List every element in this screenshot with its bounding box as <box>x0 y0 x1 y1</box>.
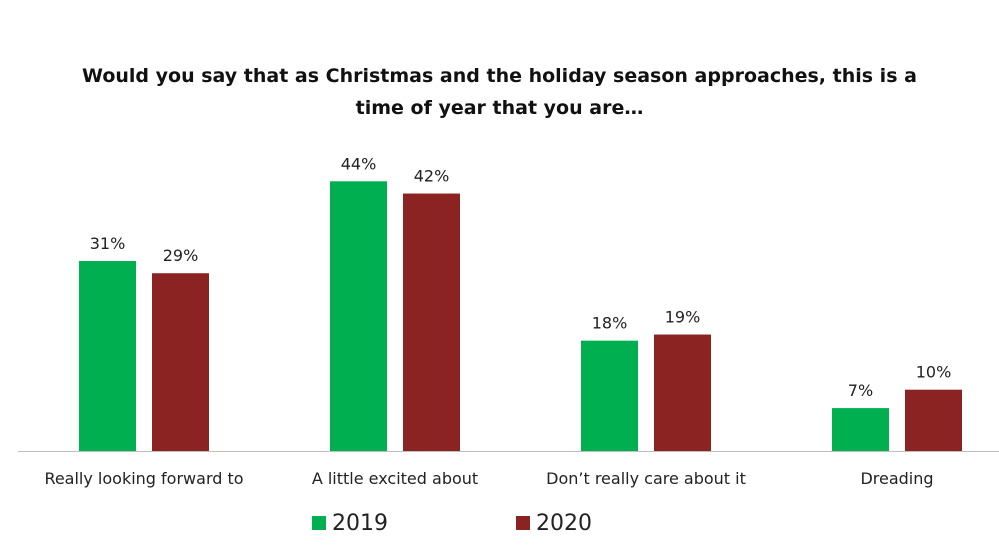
legend-swatch-2020 <box>516 516 530 530</box>
data-label-2020-1: 42% <box>414 167 450 186</box>
data-label-2020-2: 19% <box>665 308 701 327</box>
category-label-2: Don’t really care about it <box>546 469 746 488</box>
data-label-2019-3: 7% <box>848 381 873 400</box>
bar-2020-0 <box>152 273 209 451</box>
data-label-2019-2: 18% <box>592 314 628 333</box>
bar-2019-2 <box>581 340 638 451</box>
bar-2019-1 <box>330 181 387 451</box>
bar-2020-1 <box>403 193 460 452</box>
data-label-2020-0: 29% <box>163 246 199 265</box>
bar-2019-0 <box>79 260 136 451</box>
data-label-2020-3: 10% <box>916 363 952 382</box>
chart-title: Would you say that as Christmas and the … <box>82 65 917 119</box>
bar-2019-3 <box>832 408 889 451</box>
data-label-2019-1: 44% <box>341 154 377 173</box>
bar-2020-2 <box>654 334 711 451</box>
legend-item-2019: 2019 <box>312 506 388 540</box>
category-label-3: Dreading <box>860 469 933 488</box>
legend-label-2020: 2020 <box>536 510 592 536</box>
category-label-1: A little excited about <box>312 469 478 488</box>
legend: 2019 2020 <box>0 506 999 540</box>
legend-swatch-2019 <box>312 516 326 530</box>
bar-chart: 31% 44% 18% 7% 29% 42% 19% 10% Really looking fo… <box>18 154 999 488</box>
data-label-2019-0: 31% <box>90 234 126 253</box>
bar-2020-3 <box>905 389 962 451</box>
category-label-0: Really looking forward to <box>44 469 243 488</box>
legend-label-2019: 2019 <box>332 510 388 536</box>
legend-item-2020: 2020 <box>516 506 592 540</box>
